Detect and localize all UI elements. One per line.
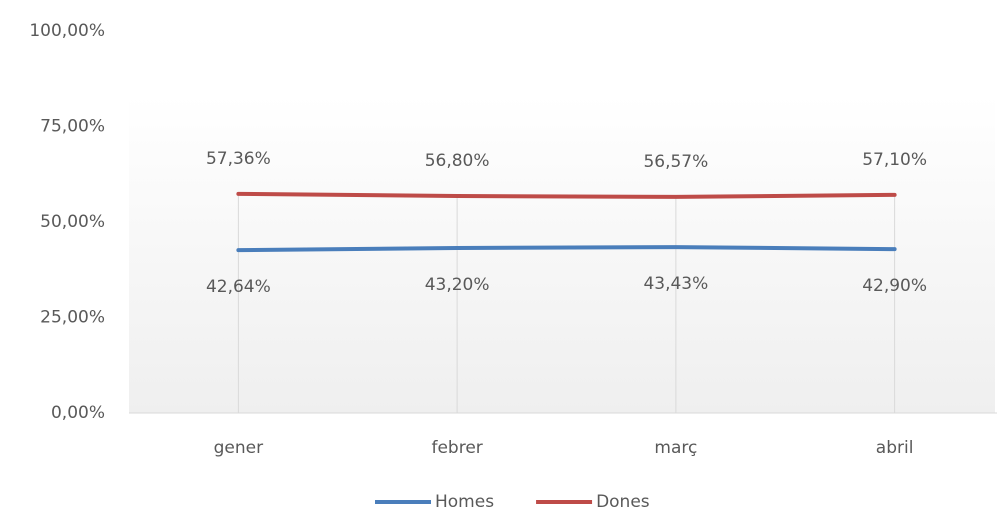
series-line — [236, 245, 897, 253]
data-label: 56,80% — [425, 151, 490, 171]
x-tick-label: gener — [214, 438, 263, 458]
data-label: 56,57% — [643, 152, 708, 172]
data-label: 43,20% — [425, 275, 490, 295]
y-tick-label: 0,00% — [51, 403, 105, 423]
y-tick-label: 100,00% — [29, 21, 105, 41]
legend-label: Dones — [596, 492, 650, 512]
data-label: 42,90% — [862, 276, 927, 296]
x-tick-label: abril — [876, 438, 914, 458]
data-label: 43,43% — [643, 274, 708, 294]
data-label: 57,10% — [862, 150, 927, 170]
y-tick-label: 50,00% — [40, 212, 105, 232]
data-label: 42,64% — [206, 277, 271, 297]
series-line — [236, 191, 897, 199]
y-tick-label: 25,00% — [40, 308, 105, 328]
legend-label: Homes — [435, 492, 494, 512]
plot-background — [129, 95, 995, 413]
y-tick-label: 75,00% — [40, 117, 105, 137]
x-tick-label: març — [654, 438, 697, 458]
data-label: 57,36% — [206, 149, 271, 169]
x-tick-label: febrer — [431, 438, 482, 458]
